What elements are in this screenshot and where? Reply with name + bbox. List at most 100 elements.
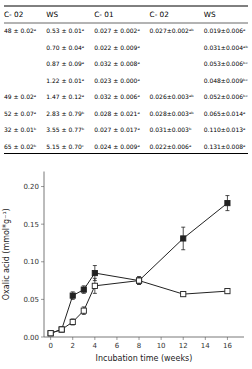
table-cell: 2.83 ± 0.79ᵇ [46, 110, 85, 117]
table-cell: 0.023 ± 0.000ᵃ [94, 77, 140, 84]
table-cell: 49 ± 0.02ᵃ [4, 93, 36, 100]
error-bar [137, 277, 141, 285]
marker [136, 278, 141, 283]
figure: C- 02 WS C- 01 C- 02 WS 48 ± 0.02ᵃ 0.53 ± 0.01… [0, 0, 252, 369]
table-cell: 0.019±0.006ᵃ [204, 27, 246, 34]
table-cell: 0.032 ± 0.008ᵃ [94, 60, 140, 67]
error-bar [60, 327, 64, 332]
marker [225, 289, 230, 294]
x-tick-label: 2 [70, 342, 74, 350]
marker [181, 236, 186, 241]
error-bar [93, 278, 97, 293]
marker [81, 308, 86, 313]
x-axis-line [44, 337, 244, 338]
table-rule [4, 153, 248, 154]
error-bar [181, 292, 185, 297]
table-cell: 0.027±0.002ᵃᵇ [150, 27, 195, 34]
table-cell: 1.47 ± 0.12ᵃ [46, 93, 84, 100]
table-cell: 48 ± 0.02ᵃ [4, 27, 36, 34]
error-bar [181, 227, 185, 250]
x-tick [161, 337, 162, 340]
table-cell: 0.031±0.004ᵃᵇ [204, 44, 249, 51]
table-cell: 52 ± 0.07ᵃ [4, 110, 36, 117]
error-bar [82, 286, 86, 294]
table-header: C- 01 [94, 10, 113, 19]
table-header: WS [204, 10, 216, 19]
x-tick-label: 16 [223, 342, 232, 350]
table-cell: 0.053±0.006ᵇᶜ [204, 60, 248, 67]
error-bar [82, 307, 86, 315]
series-line [51, 203, 228, 333]
table-header: C- 02 [4, 10, 23, 19]
y-tick [41, 224, 44, 225]
marker [81, 287, 86, 292]
y-tick [41, 299, 44, 300]
marker [181, 292, 186, 297]
x-tick [139, 337, 140, 340]
marker [70, 319, 75, 324]
table-cell: 0.022 ± 0.009ᵃ [94, 44, 140, 51]
table-cell: 0.052±0.006ᵇᶜ [204, 93, 248, 100]
table-header: WS [46, 10, 58, 19]
table-cell: 0.028 ± 0.021ᵃ [94, 110, 140, 117]
y-tick [41, 186, 44, 187]
table-rule [4, 6, 248, 7]
y-tick-label: 0.10 [23, 258, 39, 266]
background [0, 0, 252, 369]
x-tick [72, 337, 73, 340]
table-rule [4, 23, 248, 24]
marker [136, 278, 141, 283]
table-cell: 0.027 ± 0.002ᵃ [94, 27, 140, 34]
series [48, 196, 230, 336]
x-tick-label: 12 [179, 342, 188, 350]
table-cell: 0.032 ± 0.006ᵃ [94, 93, 140, 100]
table-cell: 0.065±0.014ᵃ [204, 110, 246, 117]
y-tick-label: 0.20 [23, 183, 39, 191]
marker [92, 283, 97, 288]
table-cell: 0.026±0.003ᵃᵇ [150, 93, 195, 100]
marker [59, 327, 64, 332]
y-tick [41, 337, 44, 338]
table-cell: 0.53 ± 0.01ᵃ [46, 27, 84, 34]
table-cell: 0.027 ± 0.017ᵃ [94, 126, 140, 133]
y-tick-label: 0.15 [23, 221, 39, 229]
x-tick-label: 8 [137, 342, 141, 350]
table-cell: 0.70 ± 0.04ᵃ [46, 44, 84, 51]
series-line [51, 281, 228, 334]
error-bar [225, 289, 229, 294]
error-bar [137, 277, 141, 285]
y-tick-label: 0.05 [23, 296, 39, 304]
table: C- 02 WS C- 01 C- 02 WS 48 ± 0.02ᵃ 0.53 ± 0.01… [4, 6, 248, 154]
x-tick [50, 337, 51, 340]
table-cell: 0.028±0.003ᵃᵇ [150, 110, 195, 117]
y-axis-line [44, 172, 45, 338]
x-axis-label: Incubation time (weeks) [96, 354, 193, 363]
error-bar [71, 292, 75, 300]
table-cell: 0.022±0.006ᵃ [150, 143, 192, 150]
table-cell: 1.22 ± 0.01ᵃ [46, 77, 84, 84]
marker [70, 293, 75, 298]
table-cell: 3.55 ± 0.77ᵇ [46, 126, 85, 133]
table-cell: 65 ± 0.02ᵇ [4, 143, 37, 150]
marker [225, 200, 230, 205]
y-tick [41, 261, 44, 262]
error-bar [225, 196, 229, 211]
y-axis-label: Oxalic acid (mmol*g⁻¹) [2, 208, 11, 300]
table-cell: 0.110±0.013ᵃ [204, 126, 246, 133]
table-cell: 0.048±0.009ᵇᶜ [204, 77, 248, 84]
x-tick [94, 337, 95, 340]
x-tick-label: 0 [48, 342, 52, 350]
error-bar [60, 327, 64, 332]
marker [48, 331, 53, 336]
table-cell: 0.031±0.003ᵇ [150, 126, 192, 133]
x-tick [183, 337, 184, 340]
series [48, 277, 230, 336]
x-tick-label: 14 [201, 342, 210, 350]
table-header: C- 02 [150, 10, 169, 19]
y-tick-label: 0.00 [23, 334, 39, 342]
marker [48, 331, 53, 336]
table-cell: 0.131±0.008ᵃ [204, 143, 246, 150]
table-cell: 0.87 ± 0.09ᵃ [46, 60, 84, 67]
plot-data [48, 196, 230, 336]
x-tick [116, 337, 117, 340]
